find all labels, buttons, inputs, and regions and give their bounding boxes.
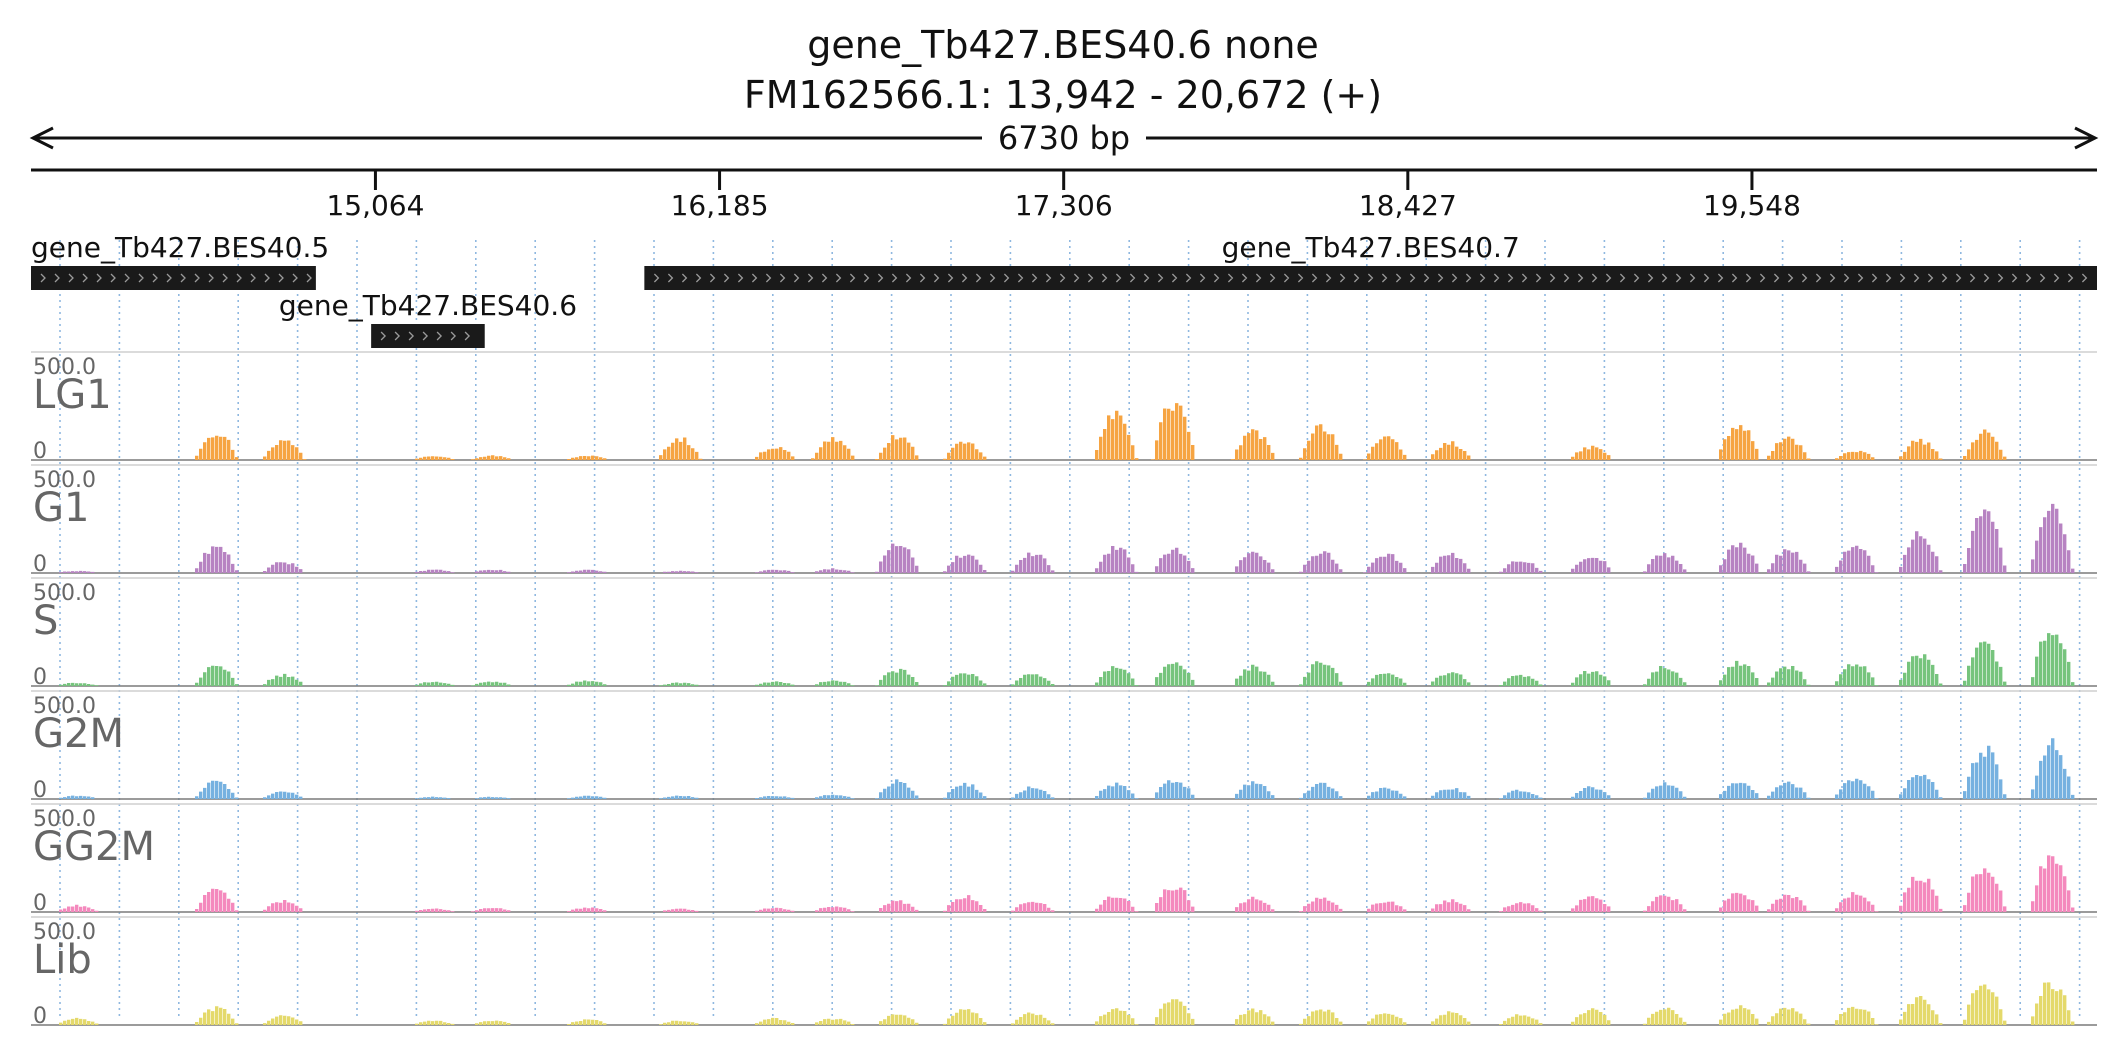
coverage-area [59,855,2075,912]
gene-feature: gene_Tb427.BES40.6 [279,289,577,348]
track-name: GG2M [33,824,155,870]
track-max-label: 500.0 [33,920,96,945]
track-name: G2M [33,711,124,757]
coverage-area [195,403,2007,460]
position-axis: 15,064 16,185 17,306 18,427 19,548 [31,168,2097,222]
track-max-label: 500.0 [33,694,96,719]
track-max-label: 500.0 [33,581,96,606]
gene-label: gene_Tb427.BES40.5 [31,231,329,264]
strand-chevrons-icon [380,331,471,341]
track-name: Lib [33,937,92,983]
strand-chevrons-icon [40,273,312,283]
axis-tick-label: 17,306 [1015,189,1113,222]
axis-tick-label: 15,064 [326,189,424,222]
coverage-area [59,633,2075,686]
axis-tick-label: 18,427 [1359,189,1457,222]
gene-label: gene_Tb427.BES40.7 [1222,231,1520,264]
track-zero-label: 0 [33,665,47,690]
track-name: S [33,598,58,644]
track-zero-label: 0 [33,439,47,464]
axis-tick-label: 16,185 [671,189,769,222]
strand-chevrons-icon [653,273,2088,283]
track-name: LG1 [33,372,112,418]
gene-body [644,266,2098,290]
track-name: G1 [33,485,89,531]
track-zero-label: 0 [33,778,47,803]
span-bp-label: 6730 bp [998,119,1130,157]
region-title: gene_Tb427.BES40.6 none [807,23,1319,67]
gene-feature: gene_Tb427.BES40.5 [31,231,329,290]
track-zero-label: 0 [33,552,47,577]
gene-label: gene_Tb427.BES40.6 [279,289,577,322]
coverage-area [59,503,2075,573]
arrow-right-icon [2074,126,2099,150]
gene-annotation-track: gene_Tb427.BES40.5 gene_Tb427.BES40.6 gene… [31,231,2098,348]
track-max-label: 500.0 [33,468,96,493]
axis-tick-label: 19,548 [1703,189,1801,222]
coverage-area [59,738,2075,799]
span-ruler: 6730 bp [29,119,2099,157]
track-max-label: 500.0 [33,807,96,832]
track-zero-label: 0 [33,1004,47,1029]
region-coordinates: FM162566.1: 13,942 - 20,672 (+) [744,73,1382,117]
track-zero-label: 0 [33,891,47,916]
grid-lines [59,240,2081,1020]
coverage-track: 500.0G1 0 [31,464,2097,577]
arrow-left-icon [29,126,54,150]
gene-feature: gene_Tb427.BES40.7 [644,231,2098,290]
coverage-tracks: 500.0LG10500.0G10500.0S0500.0G2M0500.0GG… [31,351,2097,1029]
track-max-label: 500.0 [33,355,96,380]
coverage-track: 500.0S 0 [31,577,2097,690]
coverage-area [59,982,2075,1025]
